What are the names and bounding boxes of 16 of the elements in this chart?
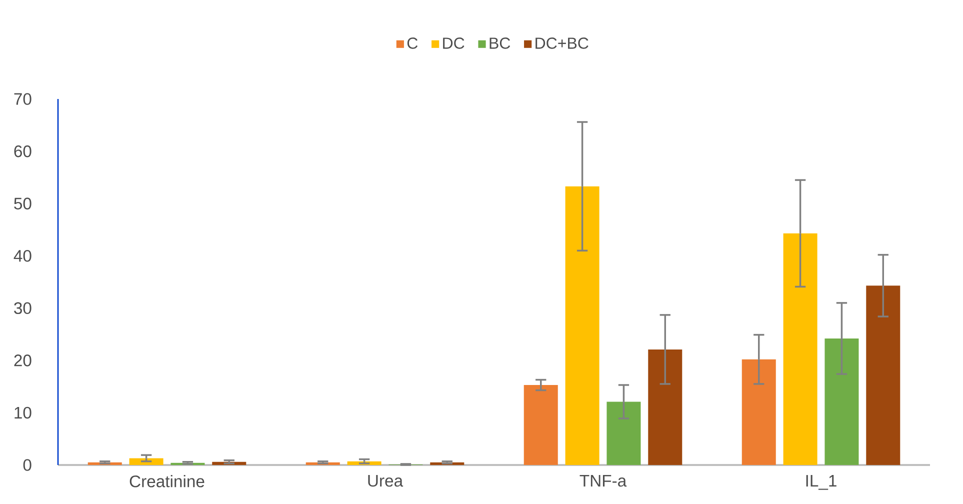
- x-tick-label: Creatinine: [130, 475, 204, 488]
- y-tick-label: 30: [14, 302, 32, 314]
- legend-label: BC: [490, 38, 510, 49]
- legend-label: C: [407, 38, 418, 49]
- x-tick-label: TNF-a: [580, 475, 627, 487]
- legend-label: DC+BC: [536, 38, 588, 49]
- legend-label: DC: [443, 38, 464, 49]
- y-tick-label: 40: [14, 250, 32, 262]
- y-tick-label: 10: [14, 406, 32, 419]
- y-tick-label: 50: [14, 198, 32, 210]
- y-tick-label: 20: [14, 354, 32, 366]
- x-tick-label: Urea: [368, 475, 404, 487]
- y-tick-label: 60: [14, 145, 32, 158]
- y-tick-label: 70: [14, 93, 32, 105]
- y-tick-label: 0: [23, 459, 32, 471]
- x-tick-label: IL_1: [806, 475, 836, 490]
